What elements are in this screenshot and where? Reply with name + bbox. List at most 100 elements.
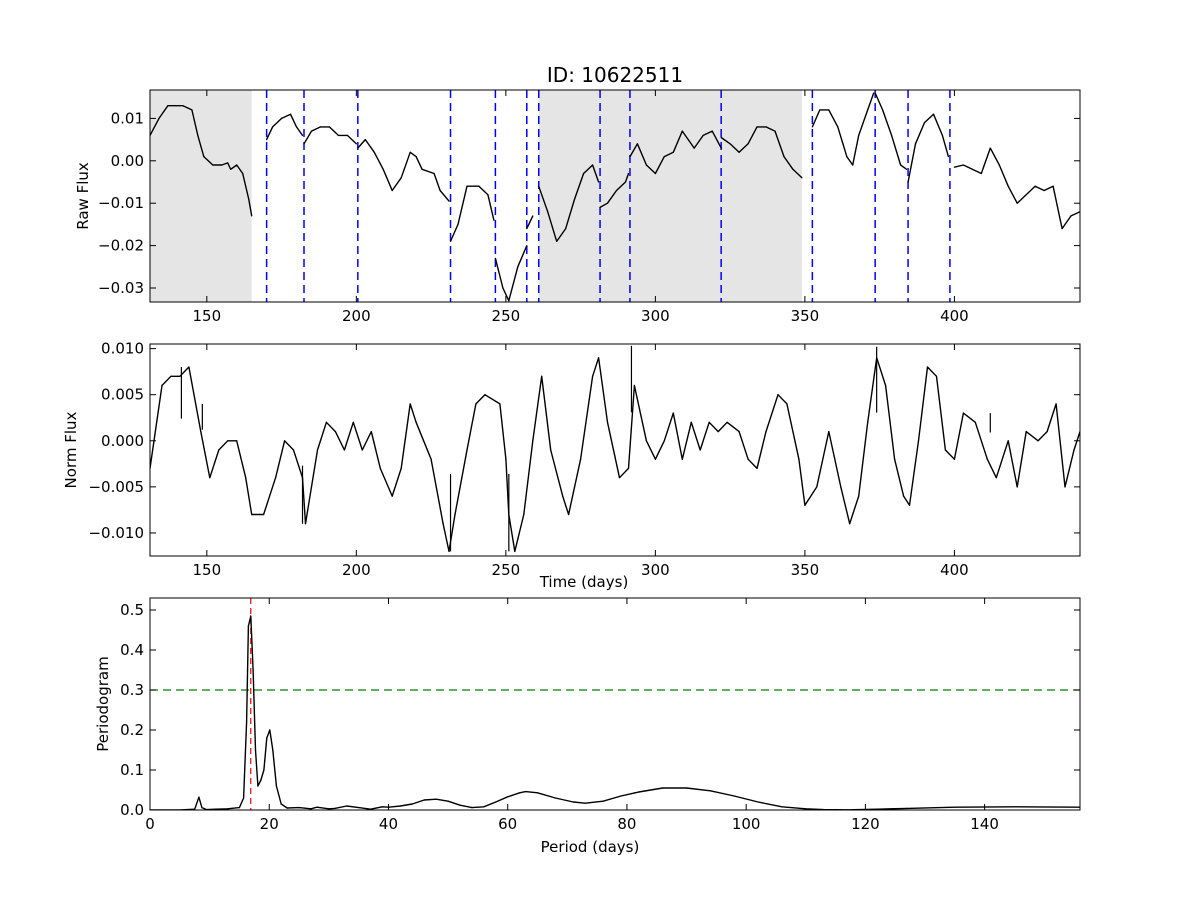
panels: 150 200 250 300 350 4000.010.00−0.01−0.02−0.0… [62,89,1081,856]
data-point [399,805,401,807]
data-point [606,202,609,204]
data-point [252,669,254,671]
data-point [466,185,468,187]
data-point [852,164,854,166]
data-point [391,495,393,497]
data-point [254,749,257,751]
data-point [828,109,830,111]
data-point [846,155,848,158]
data-point [568,513,570,516]
data-point [260,779,262,781]
x-tick-label: 400 [940,307,969,325]
data-point [774,130,776,132]
data-point [556,240,558,242]
data-point [874,92,876,94]
x-tick-label: 300 [641,307,670,325]
data-point [218,449,220,451]
data-point [627,172,630,175]
data-point [663,155,665,158]
x-tick-label: 150 [192,561,221,579]
data-point [364,139,366,141]
data-point [379,467,381,470]
data-point [454,513,456,516]
data-point [280,117,283,120]
data-point [757,801,759,803]
data-point [304,523,307,525]
data-point [263,513,265,516]
data-point [411,803,413,805]
data-point [618,477,621,479]
panel-periodogram: 0 20 40 60 80 100 120 140 0.0 0.1 0.2 0.3 0.4 0.5 Peri… [94,597,1081,856]
data-point [733,795,735,797]
data-point [765,430,767,433]
data-point [316,806,318,808]
data-point [526,228,528,230]
data-point [908,504,911,506]
data-point [526,245,528,247]
data-point [819,109,821,111]
data-point [624,181,627,183]
data-point [891,134,893,136]
data-point [292,449,295,451]
data-point [654,172,656,175]
data-point [415,421,417,423]
data-point [681,458,683,460]
data-point [247,625,249,627]
data-point [867,421,869,423]
data-point [319,126,322,128]
data-point [198,796,200,798]
data-point [926,366,929,368]
data-point [974,421,976,423]
data-point [914,143,917,145]
data-point [672,151,674,153]
data-point [257,785,259,787]
data-point [508,300,510,302]
data-point [532,215,534,217]
data-point [494,257,496,259]
data-point [840,486,842,488]
data-point [238,807,241,809]
x-tick-label: 350 [791,561,820,579]
data-point [995,477,997,479]
axes-frame-raw [149,89,1081,303]
y-tick-label: 0.005 [101,386,144,404]
data-point [201,807,203,809]
data-point [421,168,423,170]
data-point [550,449,552,451]
data-point [495,801,497,803]
data-point [439,189,441,192]
data-point [627,467,630,470]
data-point [547,211,549,213]
data-point [902,495,905,497]
data-point [269,729,271,731]
data-point [303,143,305,145]
data-point [801,177,803,179]
data-point [1016,486,1018,488]
data-point [514,550,516,552]
data-point [702,134,704,136]
panel-norm: 150 200 250 300 350 400 0.010 0.005 0.000 −0.005 −… [62,340,1081,591]
data-point [442,523,444,525]
data-point [726,421,728,423]
data-point [905,168,908,170]
data-point [798,458,800,460]
data-point [400,467,402,470]
data-point [370,430,372,433]
data-point [584,802,586,804]
data-point [447,800,449,802]
data-point [272,749,274,751]
data-point [541,375,543,377]
data-point [935,375,938,377]
data-point [188,366,190,368]
shaded-region-1 [538,90,802,302]
data-point [777,394,779,396]
data-point [280,803,282,805]
data-point [301,134,304,136]
data-point [962,164,964,166]
data-point [662,787,664,789]
y-tick-label: 0.1 [120,761,144,779]
data-point [483,806,485,808]
data-point [837,126,839,128]
data-point [209,477,211,479]
data-point [251,215,253,217]
